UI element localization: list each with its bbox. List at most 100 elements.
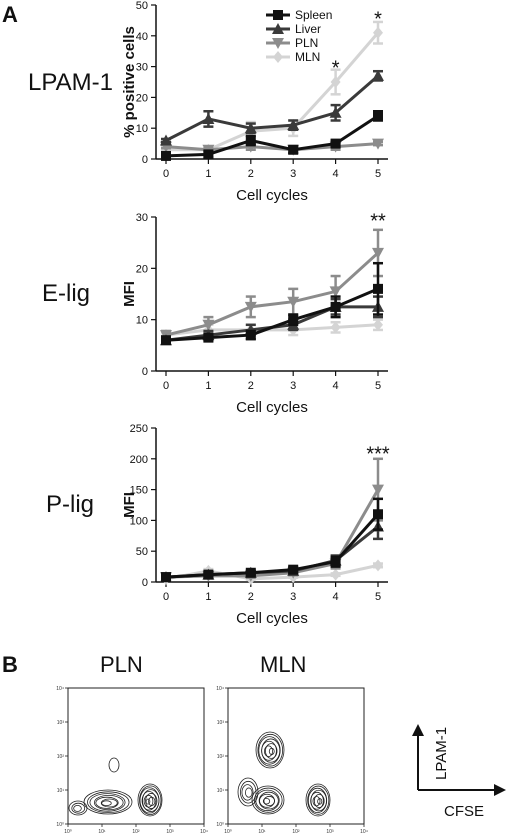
data-point (330, 321, 341, 334)
contour-line (313, 794, 325, 808)
contour-cluster (137, 783, 163, 817)
flow-plot-label-pln: PLN (100, 652, 143, 677)
legend-entry-pln: PLN (266, 36, 318, 50)
contour-line (141, 791, 157, 811)
contour-line (307, 785, 330, 815)
data-point (330, 556, 341, 567)
series-pln (160, 228, 384, 342)
flow-x-tick-label: 10¹ (98, 829, 106, 835)
contour-line (257, 733, 284, 767)
y-tick-label: 20 (136, 263, 148, 275)
data-point (244, 122, 257, 134)
flow-x-tick-label: 10² (132, 829, 140, 835)
series-line-mln (165, 323, 379, 337)
data-point (161, 335, 171, 346)
y-axis-title: MFI (121, 492, 138, 518)
significance-marker: ** (370, 211, 386, 233)
contour-line (73, 805, 82, 812)
series-spleen (161, 261, 383, 346)
data-point (202, 319, 215, 331)
data-point (373, 26, 383, 39)
flow-x-tick-label: 10⁰ (64, 829, 72, 835)
series-line-mln (165, 563, 379, 581)
x-tick-label: 5 (375, 380, 381, 392)
panel-letter-b: B (2, 652, 18, 677)
data-point (329, 106, 342, 118)
contour-line (148, 796, 156, 807)
data-point (245, 135, 256, 146)
x-tick-label: 3 (290, 168, 296, 180)
data-point (244, 301, 257, 313)
flow-y-tick-label: 10⁰ (216, 822, 224, 828)
legend-entry-mln: MLN (266, 50, 320, 64)
flow-x-tick-label: 10⁴ (360, 829, 368, 835)
legend-marker (272, 23, 284, 34)
y-axis-title: % positive cells (121, 26, 138, 138)
axis-key-x-arrowhead (494, 784, 506, 796)
series-line-pln (165, 142, 379, 152)
contour-line (255, 731, 285, 769)
series-line-liver (165, 305, 378, 342)
y-tick-label: 0 (142, 154, 148, 166)
contour-line (137, 783, 163, 817)
data-point (288, 314, 299, 325)
contour-line (95, 796, 119, 809)
contour-line (305, 783, 331, 817)
x-tick-label: 0 (163, 168, 169, 180)
x-axis-title: Cell cycles (236, 610, 308, 627)
contour-line (93, 794, 124, 811)
legend-label: Spleen (295, 8, 332, 22)
data-point (330, 301, 341, 312)
row-label-elig: E-lig (42, 280, 90, 307)
contour-line (145, 793, 158, 809)
contour-line (261, 740, 277, 761)
data-point (373, 110, 383, 121)
legend-marker (273, 51, 283, 63)
x-tick-label: 5 (375, 168, 381, 180)
data-point (203, 569, 214, 580)
data-point (329, 286, 342, 298)
legend-label: MLN (295, 50, 320, 64)
contour-line (262, 798, 271, 805)
contour-line (317, 798, 323, 805)
contour-line (268, 747, 275, 755)
y-axis-title: MFI (121, 281, 138, 307)
contour-cluster (251, 785, 285, 815)
x-tick-label: 2 (248, 380, 254, 392)
x-tick-label: 3 (290, 380, 296, 392)
legend-label: PLN (295, 36, 318, 50)
contour-line (71, 802, 86, 814)
data-point (372, 484, 384, 496)
y-tick-label: 30 (136, 212, 148, 224)
y-tick-label: 150 (130, 485, 148, 497)
data-point (372, 247, 384, 259)
flow-contour-plot-mln: 10⁰ 10¹ 10² 10³ 10⁴ 10⁰ 10¹ 10² 10³ 10⁴ (216, 686, 368, 835)
data-point (202, 112, 215, 124)
contour-line (265, 743, 278, 759)
contour-line (251, 785, 285, 815)
contour-cluster (68, 800, 88, 816)
y-tick-label: 20 (136, 92, 148, 104)
x-axis-title: Cell cycles (236, 399, 308, 416)
y-tick-label: 40 (136, 31, 148, 43)
x-tick-label: 4 (333, 591, 339, 603)
data-point (287, 119, 300, 131)
significance-marker: *** (366, 444, 390, 466)
contour-line (245, 787, 253, 798)
flow-contour-plot-pln: 10⁰ 10¹ 10² 10³ 10⁴ 10⁰ 10¹ 10² 10³ 10⁴ (56, 686, 208, 835)
flow-x-tick-label: 10¹ (258, 829, 266, 835)
contour-line (139, 785, 162, 815)
contour-cluster (305, 783, 331, 817)
contour-line (240, 780, 257, 804)
contour-line (253, 787, 283, 813)
contour-line (101, 800, 112, 806)
chart-elig: E-lig 0 10 20 30 0 1 2 3 4 5 Cell cycles MFI ** (42, 211, 388, 416)
flow-y-tick-label: 10¹ (217, 788, 225, 794)
legend-marker (272, 38, 284, 49)
flow-plot-frame (227, 687, 365, 825)
data-point (372, 69, 384, 81)
legend-label: Liver (295, 22, 321, 36)
data-point (161, 572, 171, 583)
y-tick-label: 100 (130, 515, 148, 527)
